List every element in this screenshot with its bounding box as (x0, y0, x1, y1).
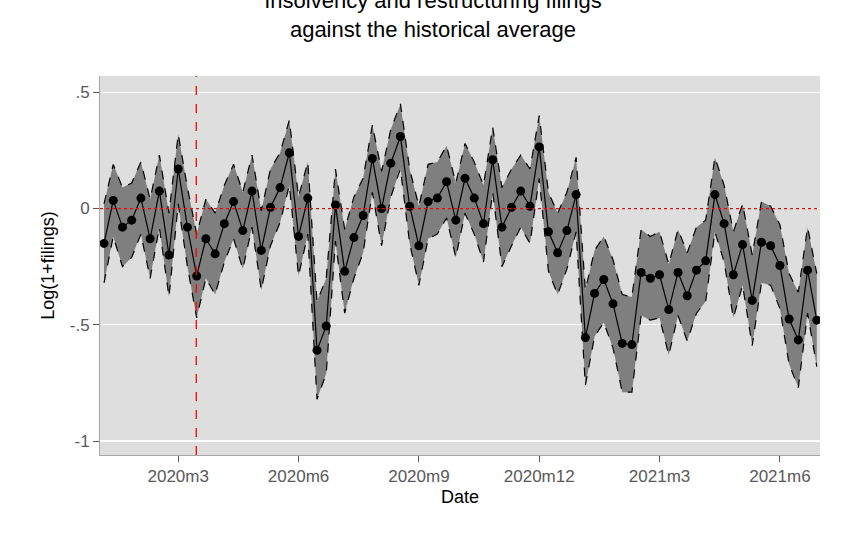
svg-text:0: 0 (80, 199, 89, 218)
svg-text:2020m9: 2020m9 (388, 467, 449, 486)
svg-text:2020m6: 2020m6 (268, 467, 329, 486)
svg-text:Insolvency and restructuring f: Insolvency and restructuring filingsagai… (264, 0, 602, 42)
svg-text:2021m6: 2021m6 (749, 467, 810, 486)
svg-text:-1: -1 (74, 432, 89, 451)
svg-text:2020m12: 2020m12 (504, 467, 575, 486)
svg-text:.5: .5 (75, 83, 89, 102)
svg-text:-.5: -.5 (70, 316, 90, 335)
svg-text:2020m3: 2020m3 (148, 467, 209, 486)
svg-text:Log(1+filings): Log(1+filings) (38, 211, 58, 320)
svg-text:Date: Date (441, 487, 479, 507)
svg-text:2021m3: 2021m3 (629, 467, 690, 486)
